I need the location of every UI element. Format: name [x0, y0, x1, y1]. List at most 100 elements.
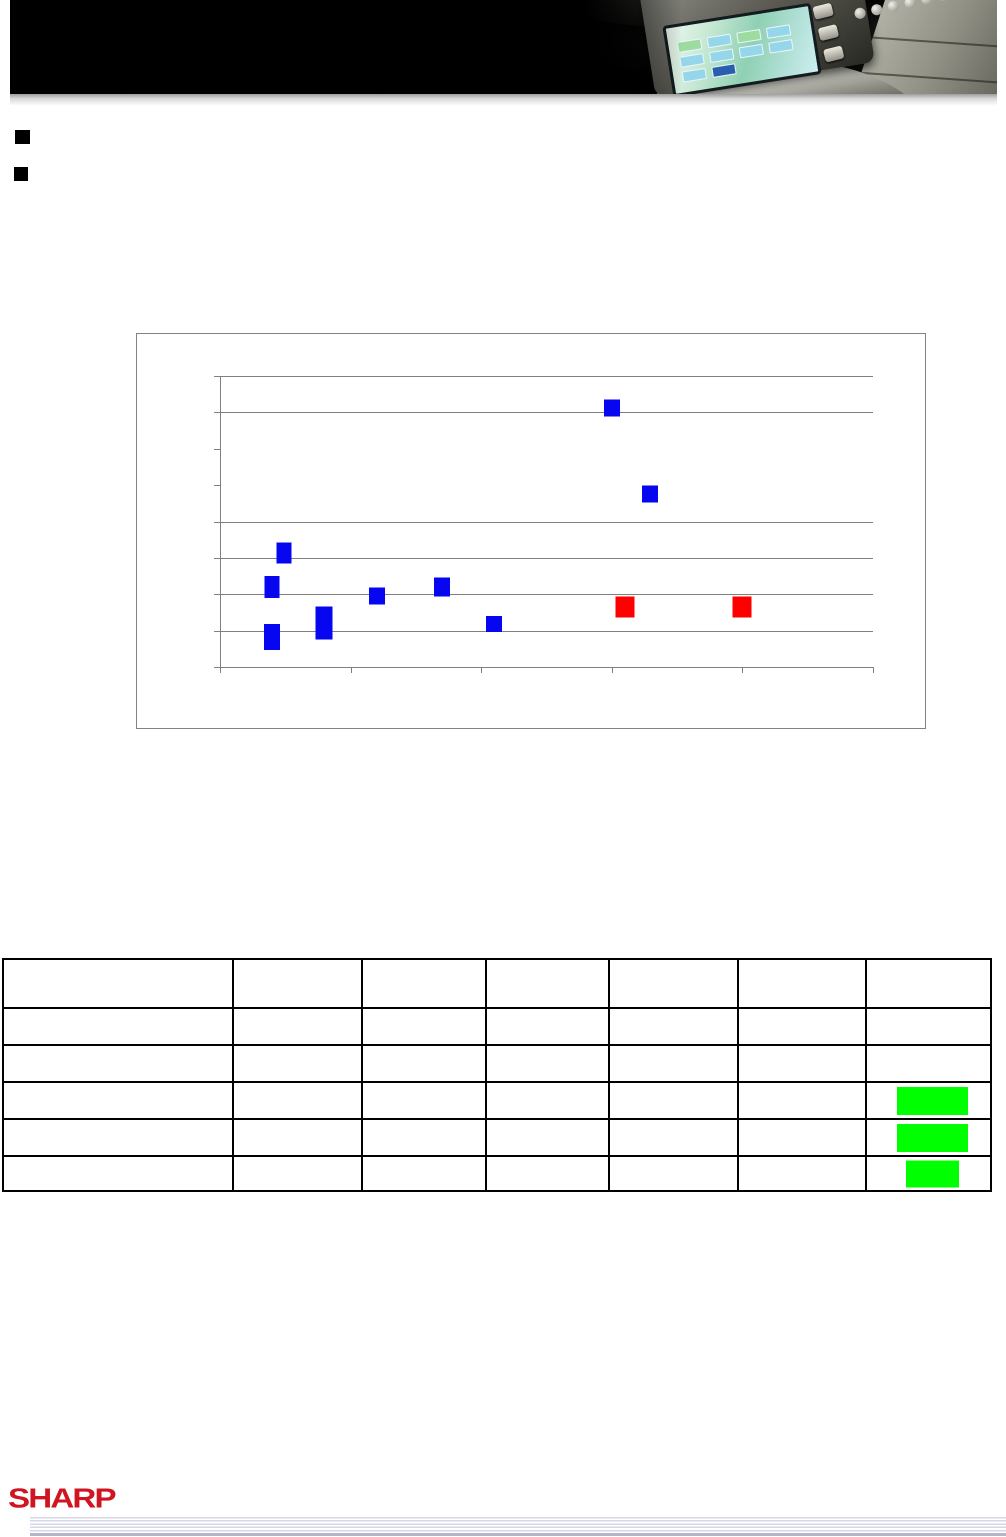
scatter-marker-red-series [732, 596, 752, 618]
gridline [220, 631, 873, 632]
table-cell [361, 1118, 487, 1157]
touchscreen-button [708, 48, 735, 64]
table-cell [865, 1044, 992, 1083]
y-axis-tick [214, 558, 220, 559]
copier-round-key [936, 0, 950, 3]
y-axis-tick [214, 412, 220, 413]
scatter-marker-blue-series [315, 606, 333, 640]
bullet-square-2 [14, 167, 28, 181]
table-cell [608, 1044, 739, 1083]
photo-fade-overlay [552, 0, 682, 94]
table-header-cell [608, 958, 739, 1009]
table-cell [2, 1081, 234, 1120]
bullet-square-1 [15, 130, 30, 144]
x-axis-tick [612, 667, 613, 673]
table-cell [865, 1155, 992, 1192]
table-cell [232, 1007, 363, 1046]
header-banner [10, 0, 997, 94]
copier-round-key [920, 0, 934, 6]
table-cell [608, 1081, 739, 1120]
table-row [2, 1081, 992, 1120]
scatter-plot-area [214, 376, 874, 673]
banner-shadow [10, 94, 997, 107]
table-cell [485, 1118, 610, 1157]
scatter-marker-blue-series [368, 587, 385, 605]
table-row [2, 958, 992, 1009]
gridline [220, 412, 873, 413]
table-cell [737, 1118, 867, 1157]
table-grid [2, 958, 992, 1192]
data-table [2, 958, 992, 1192]
sharp-logo: SHARP [8, 1482, 117, 1514]
x-axis-tick [742, 667, 743, 673]
table-header-cell [865, 958, 992, 1009]
gridline [220, 522, 873, 523]
y-axis-tick [214, 449, 220, 450]
gridline [220, 558, 873, 559]
table-cell [361, 1155, 487, 1192]
x-axis-tick [873, 667, 874, 673]
green-highlight-cell [897, 1086, 968, 1115]
table-cell [232, 1155, 363, 1192]
copier-key [811, 2, 834, 21]
table-cell [361, 1007, 487, 1046]
touchscreen-button [706, 33, 733, 49]
table-header-cell [361, 958, 487, 1009]
scatter-marker-blue-series [603, 399, 620, 417]
table-cell [865, 1118, 992, 1157]
copier-round-key [870, 3, 884, 17]
table-row [2, 1044, 992, 1083]
table-header-cell [232, 958, 363, 1009]
copier-key [822, 45, 845, 63]
scatter-marker-blue-series [434, 577, 451, 597]
table-cell [232, 1044, 363, 1083]
table-row [2, 1007, 992, 1046]
touchscreen-button [681, 67, 708, 83]
footer-dark-line [30, 1533, 1006, 1536]
y-axis-line [220, 376, 221, 668]
scatter-marker-blue-series [264, 624, 281, 651]
x-axis-tick [481, 667, 482, 673]
table-cell [608, 1155, 739, 1192]
gridline [220, 594, 873, 595]
table-header-cell [2, 958, 234, 1009]
green-highlight-cell [906, 1160, 959, 1187]
table-cell [865, 1081, 992, 1120]
table-cell [2, 1044, 234, 1083]
table-cell [485, 1081, 610, 1120]
table-row [2, 1155, 992, 1192]
table-row [2, 1118, 992, 1157]
copier-round-key [886, 0, 900, 13]
table-cell [608, 1007, 739, 1046]
touchscreen-button [736, 28, 762, 44]
scatter-marker-blue-series [641, 485, 658, 503]
chart-frame [136, 333, 926, 729]
table-cell [232, 1118, 363, 1157]
table-cell [2, 1155, 234, 1192]
table-cell [361, 1081, 487, 1120]
gridline [220, 376, 873, 377]
table-cell [2, 1118, 234, 1157]
touchscreen-button [768, 39, 794, 54]
table-cell [737, 1081, 867, 1120]
scatter-marker-blue-series [276, 542, 292, 564]
y-axis-tick [214, 376, 220, 377]
y-axis-tick [214, 667, 220, 668]
table-cell [608, 1118, 739, 1157]
table-cell [485, 1155, 610, 1192]
x-axis-line [220, 667, 873, 668]
table-header-cell [485, 958, 610, 1009]
table-cell [2, 1007, 234, 1046]
copier-round-key [903, 0, 917, 10]
x-axis-tick [220, 667, 221, 673]
x-axis-tick [351, 667, 352, 673]
touchscreen-button [765, 24, 792, 39]
touchscreen-button [679, 53, 705, 68]
scatter-marker-red-series [615, 596, 635, 618]
table-cell [865, 1007, 992, 1046]
table-cell [737, 1155, 867, 1192]
y-axis-tick [214, 594, 220, 595]
scatter-marker-blue-series [264, 575, 280, 598]
green-highlight-cell [897, 1123, 968, 1152]
